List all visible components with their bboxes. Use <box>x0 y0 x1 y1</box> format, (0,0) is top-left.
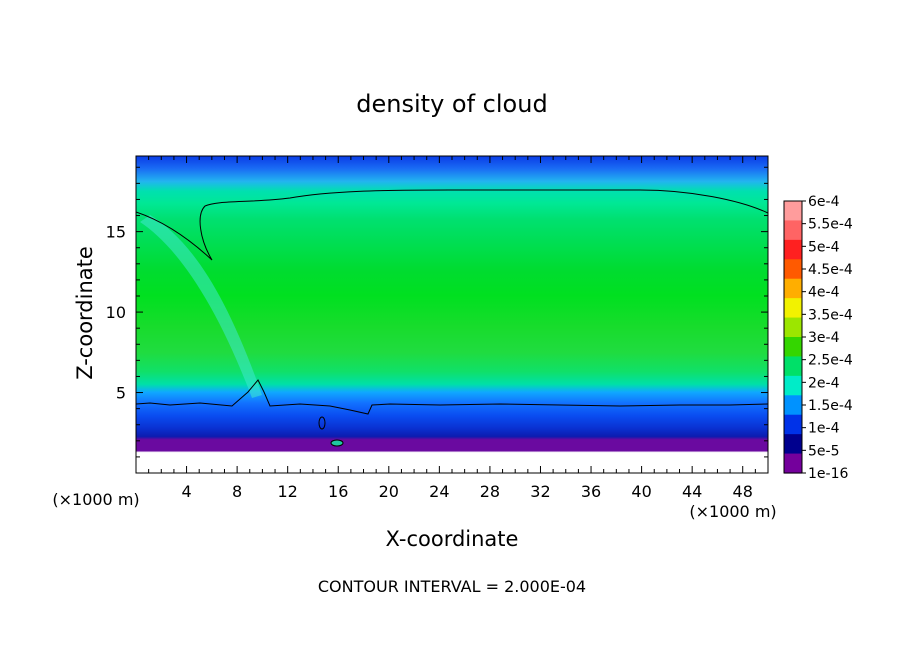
colorbar-label: 4e-4 <box>808 285 840 301</box>
colorbar-swatch <box>784 239 802 260</box>
x-tick-label: 44 <box>682 482 702 501</box>
x-tick-label: 36 <box>581 482 601 501</box>
y-tick-label: 10 <box>106 303 126 322</box>
contour-line-upper <box>136 189 768 261</box>
x-tick-label: 8 <box>232 482 242 501</box>
y-tick-label: 5 <box>116 384 126 403</box>
contour-line-lower <box>136 379 768 415</box>
colorbar-swatch <box>784 298 802 319</box>
colorbar-swatch <box>784 356 802 377</box>
y-axis-label: Z-coordinate <box>73 246 97 380</box>
x-tick-label: 12 <box>278 482 298 501</box>
x-axis-label: X-coordinate <box>386 527 519 551</box>
colorbar-label: 6e-4 <box>808 194 840 210</box>
colorbar-label: 1.5e-4 <box>808 398 853 414</box>
colorbar-swatch <box>784 434 802 455</box>
colorbar-swatch <box>784 220 802 241</box>
x-tick-label: 48 <box>733 482 753 501</box>
plot-area <box>136 156 768 473</box>
descending-plume <box>140 215 262 398</box>
y-axis: 5 10 15 <box>106 166 768 458</box>
x-tick-label: 32 <box>530 482 550 501</box>
x-tick-label: 24 <box>429 482 449 501</box>
colorbar-label: 5e-5 <box>808 443 839 459</box>
x-unit-left: (×1000 m) <box>52 490 139 509</box>
colorbar-swatch <box>784 414 802 435</box>
x-tick-label: 4 <box>181 482 191 501</box>
colorbar-swatch <box>784 337 802 358</box>
colorbar-label: 4.5e-4 <box>808 262 853 278</box>
contour-interval-note: CONTOUR INTERVAL = 2.000E-04 <box>318 577 586 596</box>
contour-blob-b <box>330 439 344 447</box>
x-tick-label: 28 <box>480 482 500 501</box>
colorbar-swatch <box>784 453 802 474</box>
x-tick-label: 40 <box>631 482 651 501</box>
colorbar-swatch <box>784 317 802 338</box>
colorbar-swatch <box>784 201 802 222</box>
y-tick-label: 15 <box>106 223 126 242</box>
colorbar-label: 5e-4 <box>808 239 840 255</box>
colorbar-label: 3e-4 <box>808 330 840 346</box>
x-tick-label: 20 <box>379 482 399 501</box>
colorbar-label: 2.5e-4 <box>808 353 853 369</box>
colorbar-swatch <box>784 259 802 280</box>
density-field <box>136 156 768 473</box>
colorbar-swatch <box>784 278 802 299</box>
colorbar-label: 2e-4 <box>808 375 840 391</box>
x-tick-label: 16 <box>328 482 348 501</box>
colorbar-label: 5.5e-4 <box>808 217 853 233</box>
colorbar-swatch <box>784 395 802 416</box>
x-axis: 4 8 12 16 20 24 28 32 36 40 44 48 <box>148 156 756 501</box>
contour-blob-a <box>318 416 326 430</box>
colorbar-label: 1e-16 <box>808 466 848 482</box>
x-unit-right: (×1000 m) <box>689 502 776 521</box>
colorbar: 6e-4 5.5e-4 5e-4 4.5e-4 4e-4 3.5e-4 3e-4 2.5e-4… <box>783 194 853 482</box>
colorbar-label: 1e-4 <box>808 421 840 437</box>
colorbar-label: 3.5e-4 <box>808 307 853 323</box>
colorbar-swatch <box>784 375 802 396</box>
chart-title: density of cloud <box>356 90 547 118</box>
